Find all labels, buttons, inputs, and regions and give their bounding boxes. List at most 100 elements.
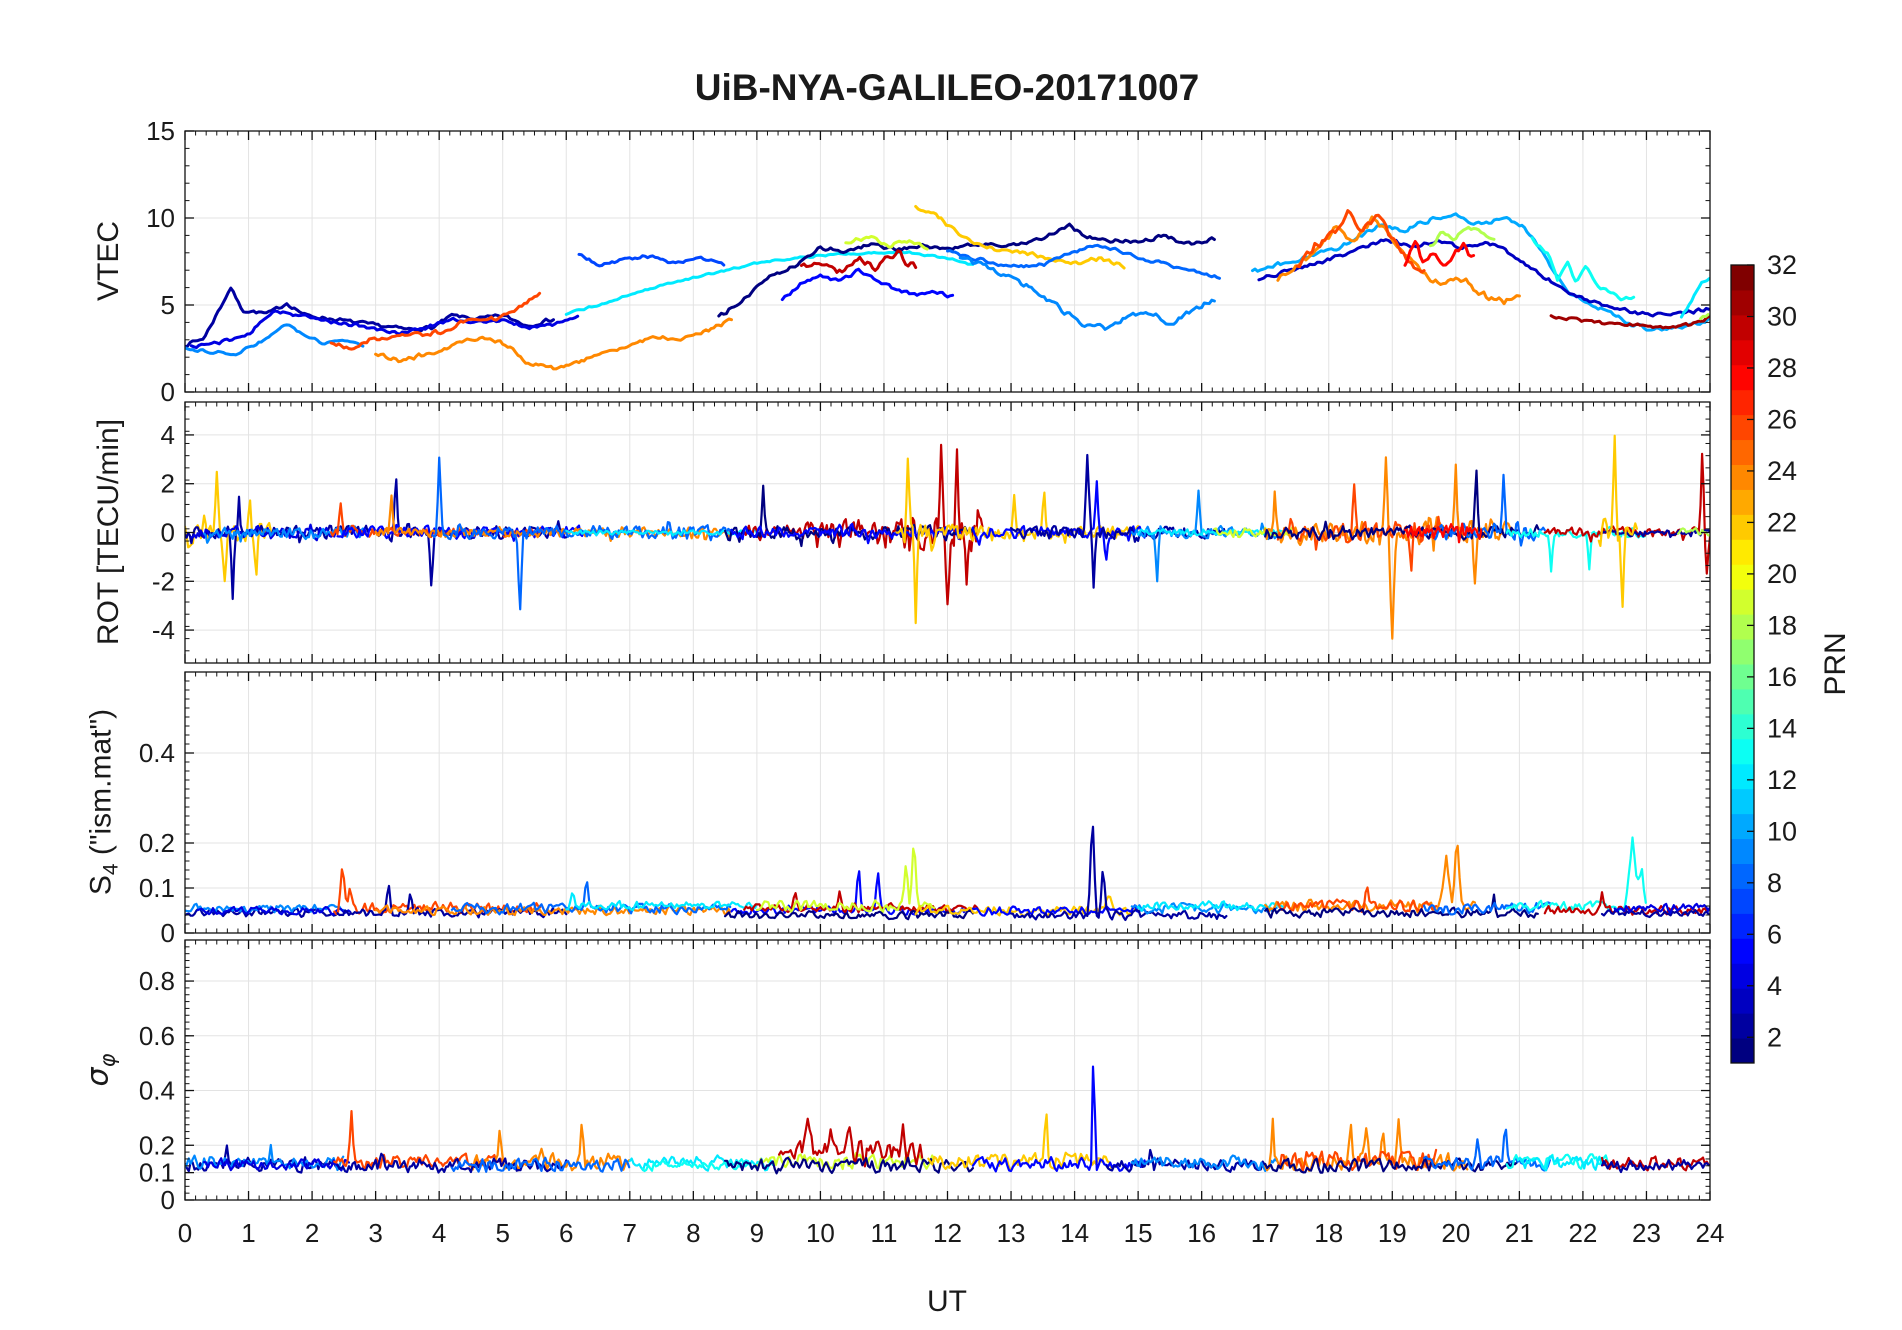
colorbar-block bbox=[1731, 639, 1754, 665]
colorbar-tick-label: 26 bbox=[1767, 404, 1797, 434]
colorbar-block bbox=[1731, 364, 1754, 391]
panel-rot-axes bbox=[184, 401, 1711, 664]
series-prn-26 bbox=[329, 291, 542, 351]
series-prn-5 bbox=[971, 480, 1146, 561]
series-prn-19 bbox=[844, 235, 929, 251]
series-prn-24 bbox=[374, 317, 733, 371]
series-prn-22 bbox=[914, 205, 1126, 270]
panel-vtec-axes bbox=[184, 130, 1711, 393]
series-prn-13 bbox=[641, 1158, 758, 1173]
series-prn-12 bbox=[564, 250, 975, 316]
colorbar-block bbox=[1731, 439, 1754, 465]
series-prn-13 bbox=[1505, 836, 1647, 912]
series-prn-2 bbox=[1600, 1159, 1710, 1174]
colorbar-block bbox=[1731, 664, 1754, 690]
ytick-label: 0.4 bbox=[139, 1076, 175, 1106]
series-prn-30 bbox=[778, 1117, 924, 1168]
colorbar-tick-label: 10 bbox=[1767, 816, 1797, 846]
colorbar-block bbox=[1731, 913, 1754, 939]
colorbar-block bbox=[1731, 963, 1754, 989]
x-tick-labels: 0 1 2 3 4 5 6 7 8 9 10 11 12 13 14 15 16 17 18 19 20 21 22 23 24 bbox=[178, 1218, 1725, 1248]
series-prn-12 bbox=[565, 892, 758, 912]
ytick-label: 0.1 bbox=[139, 1158, 175, 1188]
colorbar-block bbox=[1731, 688, 1754, 715]
colorbar-tick-label: 32 bbox=[1767, 250, 1797, 280]
xtick-label: 14 bbox=[1060, 1218, 1089, 1248]
ytick-label: 15 bbox=[146, 116, 175, 146]
ytick-label: 0 bbox=[161, 377, 175, 407]
series-prn-9 bbox=[958, 256, 1216, 331]
series-prn-9 bbox=[185, 1143, 345, 1172]
series-prn-18 bbox=[1699, 313, 1710, 321]
xtick-label: 16 bbox=[1187, 1218, 1216, 1248]
xtick-label: 22 bbox=[1568, 1218, 1597, 1248]
series-prn-8 bbox=[1423, 901, 1551, 916]
series-prn-19 bbox=[755, 847, 936, 914]
series-prn-2 bbox=[1600, 528, 1710, 539]
colorbar-tick-label: 24 bbox=[1767, 456, 1797, 486]
xtick-label: 11 bbox=[870, 1218, 897, 1248]
colorbar-block bbox=[1731, 389, 1754, 416]
colorbar-block bbox=[1731, 863, 1754, 889]
colorbar-block bbox=[1731, 564, 1754, 590]
series-prn-26 bbox=[1295, 209, 1426, 274]
series-prn-2 bbox=[1009, 825, 1228, 922]
series-prn-4 bbox=[203, 1157, 350, 1172]
colorbar-tick-label: 18 bbox=[1767, 610, 1797, 640]
colorbar-block bbox=[1731, 838, 1754, 864]
colorbar-box bbox=[1730, 264, 1755, 1064]
ytick-label: -2 bbox=[152, 566, 175, 596]
ytick-label: 0.8 bbox=[139, 966, 175, 996]
panel-sigma-phi-ytick-labels: 00.10.2 0.4 0.6 0.8 bbox=[139, 966, 175, 1215]
panel-sigma-phi-axes bbox=[184, 939, 1711, 1201]
series-prn-26 bbox=[1276, 886, 1438, 913]
xtick-label: 0 bbox=[178, 1218, 192, 1248]
ytick-label: 5 bbox=[161, 290, 175, 320]
series-prn-1 bbox=[724, 909, 974, 921]
xtick-label: 4 bbox=[432, 1218, 446, 1248]
series-prn-4 bbox=[1613, 902, 1710, 915]
colorbar-block bbox=[1731, 1013, 1754, 1039]
ytick-label: 0.1 bbox=[139, 873, 175, 903]
ytick-label: 10 bbox=[146, 203, 175, 233]
ytick-label: 4 bbox=[161, 420, 175, 450]
ytick-label: -4 bbox=[152, 615, 175, 645]
ytick-label: 0.6 bbox=[139, 1021, 175, 1051]
series-prn-24 bbox=[1264, 456, 1515, 640]
ytick-label: 0 bbox=[161, 518, 175, 548]
ut-axis-label: UT bbox=[927, 1285, 967, 1318]
series-prn-30 bbox=[743, 443, 984, 606]
panel-rot-series bbox=[185, 434, 1710, 640]
colorbar-tick-label: 8 bbox=[1767, 868, 1782, 898]
colorbar-block bbox=[1731, 713, 1754, 740]
series-prn-22 bbox=[895, 457, 981, 625]
colorbar-block bbox=[1731, 265, 1754, 291]
ytick-label: 0.2 bbox=[139, 1130, 175, 1160]
series-prn-13 bbox=[1530, 236, 1636, 302]
xtick-label: 3 bbox=[368, 1218, 382, 1248]
xtick-label: 15 bbox=[1124, 1218, 1153, 1248]
colorbar-block bbox=[1731, 464, 1754, 490]
xtick-label: 1 bbox=[241, 1218, 255, 1248]
colorbar-tick-label: 2 bbox=[1767, 1022, 1782, 1052]
series-prn-18 bbox=[1428, 225, 1496, 248]
colorbar-tick-label: 12 bbox=[1767, 765, 1797, 795]
series-prn-28 bbox=[1403, 240, 1476, 267]
ytick-label: 0 bbox=[161, 918, 175, 948]
xtick-label: 21 bbox=[1505, 1218, 1534, 1248]
series-prn-12 bbox=[1679, 277, 1710, 319]
colorbar-block bbox=[1731, 763, 1754, 790]
colorbar-tick-label: 28 bbox=[1767, 353, 1797, 383]
xtick-label: 6 bbox=[559, 1218, 573, 1248]
xtick-label: 19 bbox=[1378, 1218, 1407, 1248]
series-prn-22 bbox=[1597, 434, 1638, 608]
series-prn-8 bbox=[946, 243, 1221, 280]
colorbar-block bbox=[1731, 788, 1754, 815]
colorbar-block bbox=[1731, 938, 1754, 964]
colorbar-block bbox=[1731, 738, 1754, 765]
series-prn-31 bbox=[1549, 314, 1710, 330]
series-prn-24 bbox=[469, 1123, 631, 1172]
series-prn-5 bbox=[336, 523, 587, 542]
xtick-label: 5 bbox=[495, 1218, 509, 1248]
